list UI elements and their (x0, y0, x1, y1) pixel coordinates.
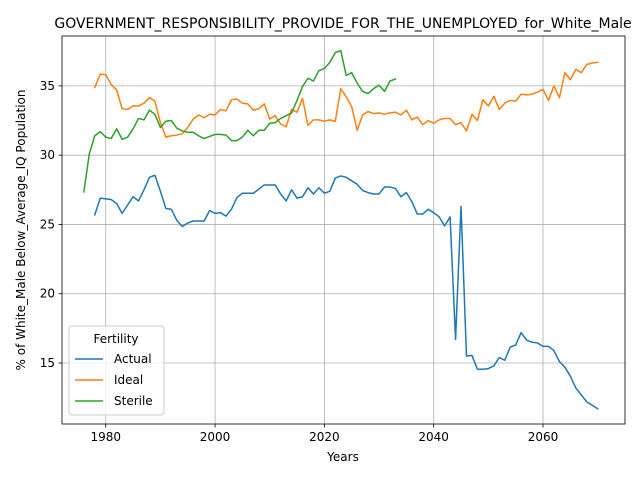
x-axis-ticks: 1980 2000 2020 2040 2060 (90, 424, 558, 444)
y-tick-label: 30 (40, 148, 55, 162)
grid-lines (62, 36, 625, 424)
legend-label-actual: Actual (114, 352, 152, 366)
y-tick-label: 25 (40, 217, 55, 231)
chart-title: GOVERNMENT_RESPONSIBILITY_PROVIDE_FOR_TH… (54, 16, 631, 32)
legend: Fertility Actual Ideal Sterile (68, 325, 165, 416)
legend-box (68, 325, 165, 416)
series-line-sterile (83, 49, 397, 193)
legend-label-sterile: Sterile (114, 394, 153, 408)
x-tick-label: 2000 (200, 430, 231, 444)
y-tick-label: 35 (40, 79, 55, 93)
data-series (83, 49, 599, 410)
y-axis-label: % of White_Male Below_Average_IQ Populat… (14, 90, 28, 371)
y-tick-label: 20 (40, 287, 55, 301)
x-axis-label: Years (326, 450, 359, 464)
legend-title: Fertility (93, 332, 138, 346)
y-tick-label: 15 (40, 356, 55, 370)
x-tick-label: 2060 (528, 430, 559, 444)
plot-frame (61, 35, 626, 425)
x-tick-label: 2020 (309, 430, 340, 444)
series-line-actual (93, 174, 599, 410)
series-line-ideal (93, 61, 599, 138)
x-tick-label: 2040 (418, 430, 449, 444)
y-axis-ticks: 15 20 25 30 35 (40, 79, 62, 370)
legend-label-ideal: Ideal (114, 373, 143, 387)
x-tick-label: 1980 (90, 430, 121, 444)
